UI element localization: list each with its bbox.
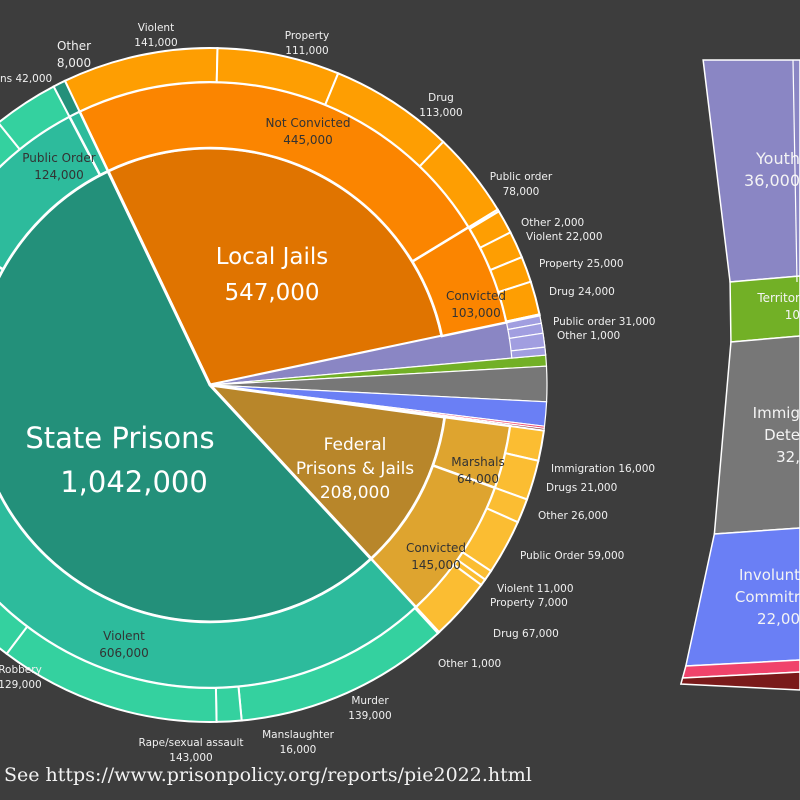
zoom-panel-label: Youth 36,000 [744,149,800,190]
outer-ring-slice [0,601,29,656]
local-drug-label: Drug 113,000 [419,92,462,119]
murder-label: Murder 139,000 [348,695,391,722]
state-ns-label: ns 42,000 [0,73,52,85]
local-public-order-label: Public order 78,000 [490,171,553,198]
federal-immigration-label: Immigration 16,000 [551,463,655,475]
local-conv-property-label: Property 25,000 [539,258,624,270]
rape-label: Rape/sexual assault 143,000 [139,737,244,764]
zoom-panel-slice [713,335,800,535]
local-conv-violent-label: Violent 22,000 [526,231,603,243]
not-convicted-label: Not Convicted 445,000 [266,116,351,147]
local-property-label: Property 111,000 [285,30,329,57]
zoom-panel-label: Immig Dete 32, [753,404,800,466]
local-jails-value: 547,000 [224,280,319,306]
zoom-panel-label: Territor 10 [756,291,800,322]
federal-convicted-label: Convicted 145,000 [406,541,466,572]
source-footer: See https://www.prisonpolicy.org/reports… [4,764,532,786]
zoom-panel-slice [684,527,800,667]
outer-ring-slice [214,685,243,723]
federal-drug-label: Drug 67,000 [493,628,559,640]
local-other-label: Other 2,000 [521,217,584,229]
youth-divider [792,59,798,283]
zoom-panel-slice [729,275,800,343]
federal-public-order-label: Public Order 59,000 [520,550,624,562]
youth-sub-slice [510,346,547,359]
federal-drugs-label: Drugs 21,000 [546,482,617,494]
marshals-label: Marshals 64,000 [451,455,504,486]
zoom-panel-label: Involunt Commitr 22,00 [735,566,800,628]
zoom-panel-slice [702,59,800,283]
robbery-label: Robbery 129,000 [0,664,42,691]
local-jails-label: Local Jails [216,244,329,270]
zoom-panel: Youth 36,000 Territor 10 Immig Dete 32, Involun… [679,59,800,691]
local-conv-public-order-label: Public order 31,000 [553,316,656,328]
federal-other-label: Other 26,000 [538,510,608,522]
state-other-label: Other 8,000 [57,39,91,70]
local-violent-label: Violent 141,000 [134,22,177,49]
state-prisons-label: State Prisons [25,421,214,455]
state-violent-label: Violent 606,000 [99,629,149,660]
local-conv-drug-label: Drug 24,000 [549,286,615,298]
federal-property-label: Property 7,000 [490,597,568,609]
state-prisons-value: 1,042,000 [60,465,208,499]
state-public-order-label: Public Order 124,000 [22,151,95,182]
manslaughter-label: Manslaughter 16,000 [262,729,335,756]
state-violent-other-label: Other 1,000 [438,658,501,670]
zoom-panel-slice [679,671,800,691]
local-convicted-label: Convicted 103,000 [446,289,506,320]
federal-violent-label: Violent 11,000 [497,583,574,595]
local-conv-other-label: Other 1,000 [557,330,620,342]
federal-label: Federal Prisons & Jails 208,000 [296,435,414,503]
outer-ring-slice [505,313,541,324]
outer-ring-slice [52,79,81,118]
